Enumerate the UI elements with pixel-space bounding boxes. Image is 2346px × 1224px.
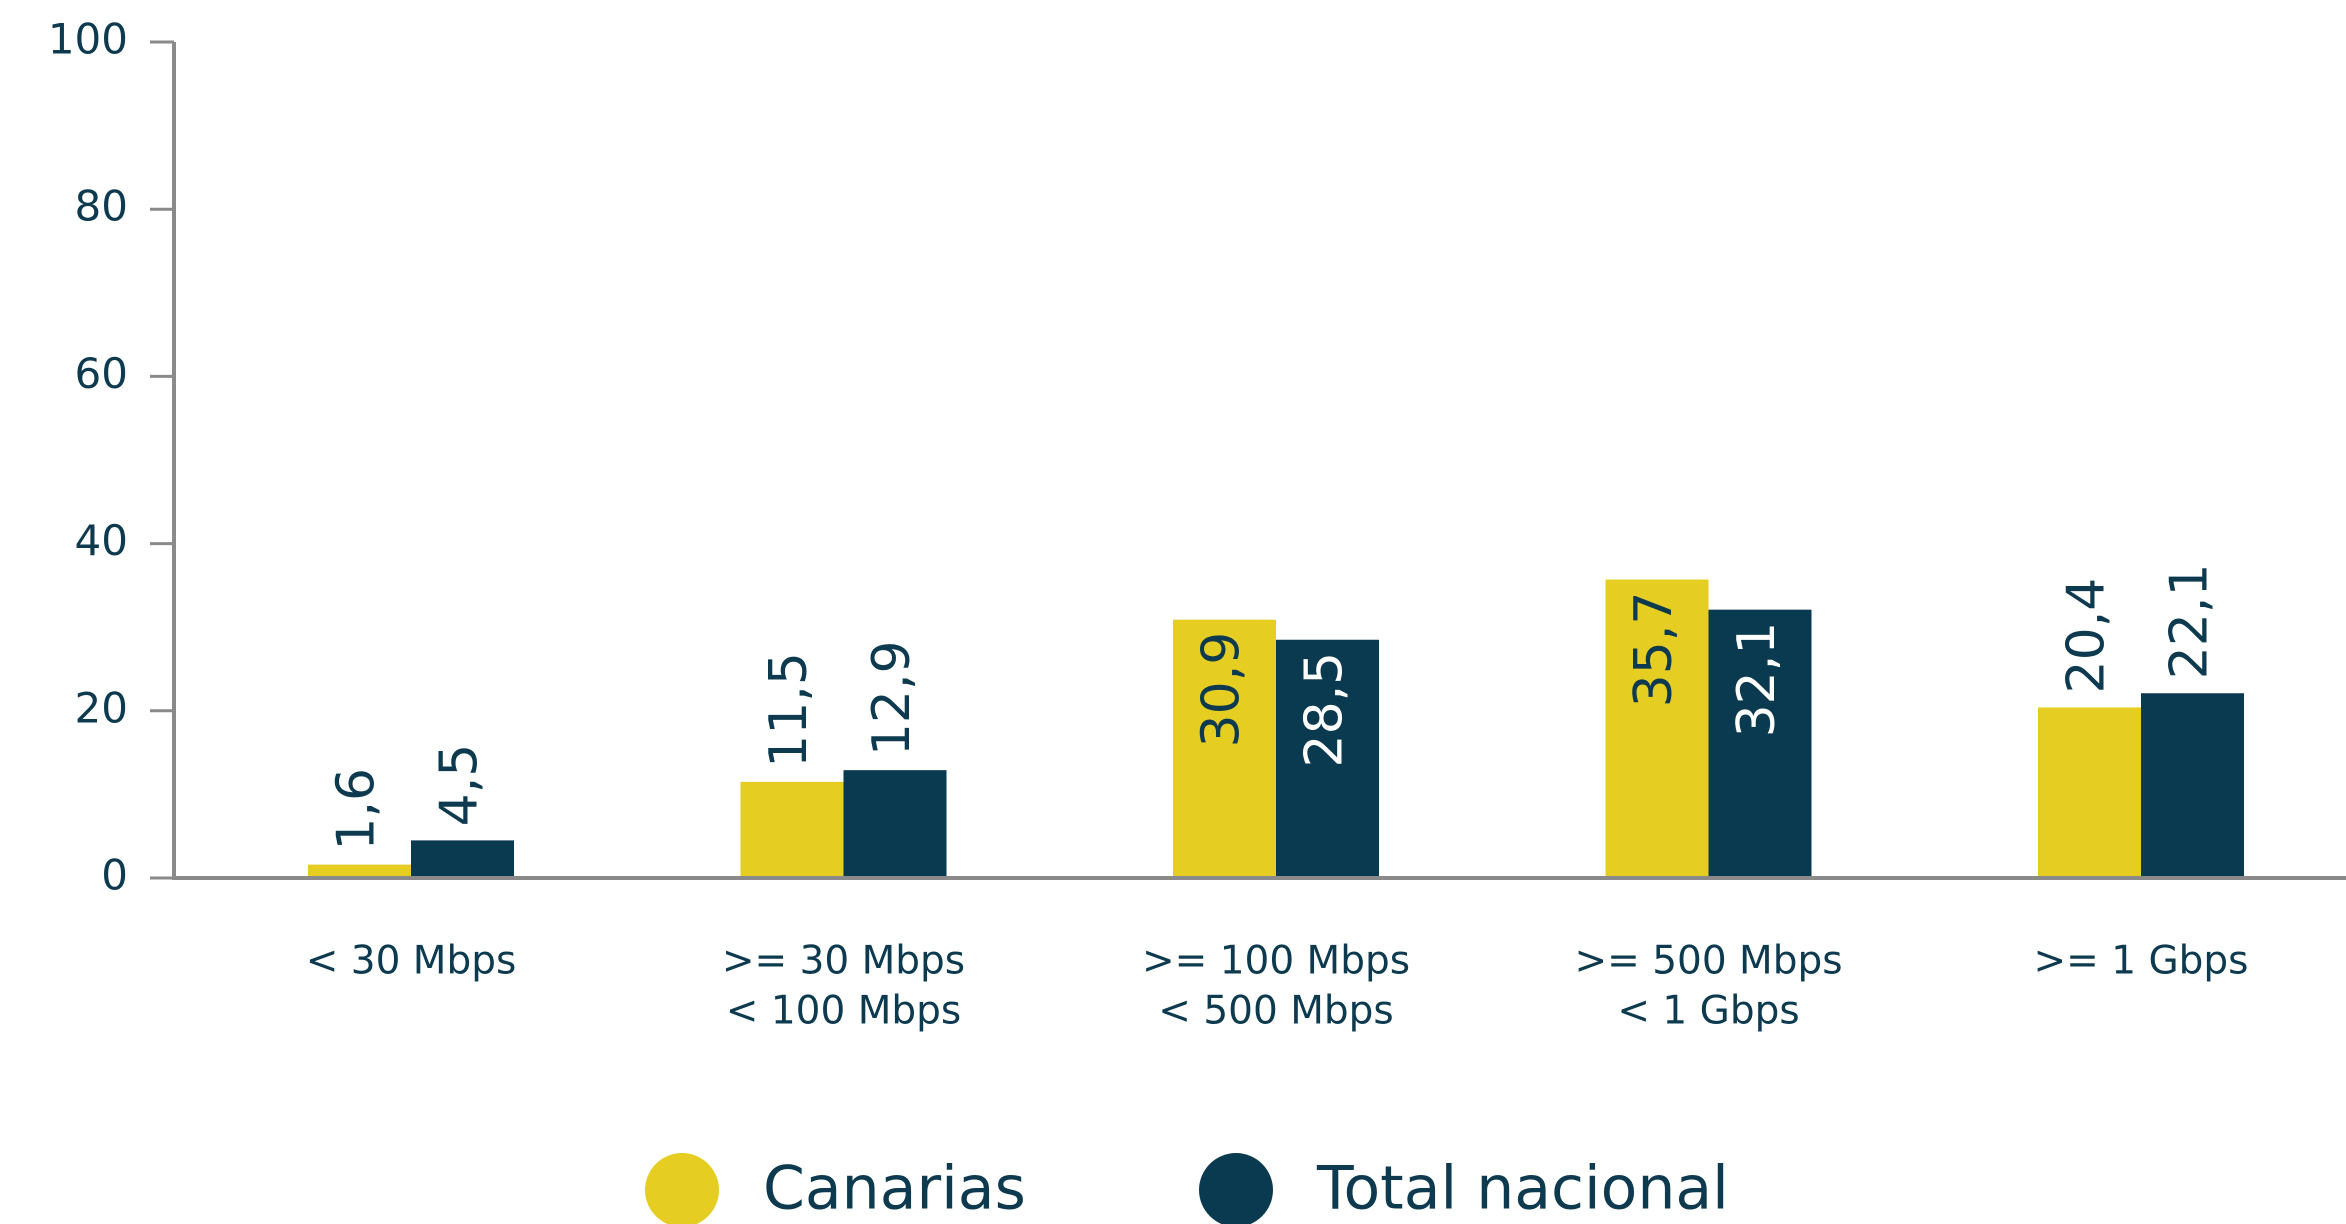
value-label: 35,7: [1624, 592, 1684, 708]
bar: [1173, 619, 1276, 878]
bar: [1276, 639, 1379, 878]
x-tick-label: >= 30 Mbps: [722, 939, 965, 984]
y-tick-label: 40: [75, 516, 128, 565]
value-label: 32,1: [1727, 622, 1787, 738]
value-label: 22,1: [2160, 563, 2220, 679]
value-label: 4,5: [430, 744, 490, 827]
value-label: 11,5: [759, 652, 819, 768]
legend-label: Canarias: [763, 1154, 1026, 1224]
x-tick-label: >= 500 Mbps: [1574, 939, 1842, 984]
x-tick-label: < 1 Gbps: [1617, 989, 1799, 1034]
bar: [2141, 693, 2244, 878]
y-tick-label: 100: [48, 15, 128, 64]
legend-swatch: [645, 1153, 719, 1224]
bar: [740, 781, 844, 878]
x-tick-label: >= 100 Mbps: [1142, 939, 1410, 984]
x-tick-label: < 500 Mbps: [1158, 989, 1393, 1034]
x-tick-label: >= 1 Gbps: [2033, 939, 2248, 984]
bar: [843, 770, 947, 878]
value-label: 20,4: [2057, 578, 2117, 694]
x-tick-label: < 30 Mbps: [306, 939, 517, 984]
bar: [1708, 609, 1812, 878]
bar: [411, 840, 514, 878]
y-tick-label: 80: [75, 182, 128, 231]
bar: [308, 864, 411, 878]
value-label: 30,9: [1192, 632, 1252, 748]
value-label: 1,6: [327, 768, 387, 851]
x-tick-label: < 100 Mbps: [726, 989, 961, 1034]
legend-swatch: [1199, 1153, 1273, 1224]
value-label: 28,5: [1295, 652, 1355, 768]
bar: [2038, 707, 2141, 878]
legend-label: Total nacional: [1316, 1154, 1729, 1224]
value-label: 12,9: [862, 640, 922, 756]
y-tick-label: 0: [101, 851, 128, 900]
bar: [1605, 579, 1709, 878]
y-tick-label: 60: [75, 349, 128, 398]
y-tick-label: 20: [75, 683, 128, 732]
